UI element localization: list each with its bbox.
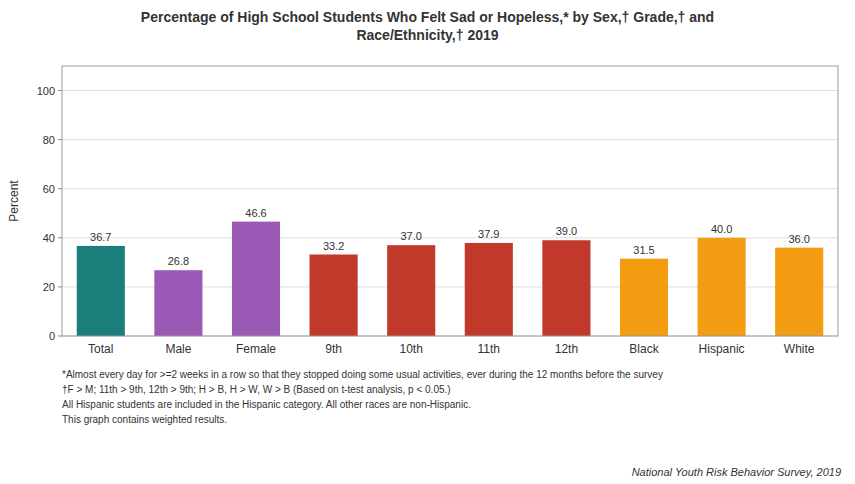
data-label: 31.5 [633, 244, 654, 256]
y-tick-label: 60 [43, 183, 55, 195]
chart: Percentage of High School Students Who F… [0, 0, 855, 484]
title-line: Race/Ethnicity,† 2019 [356, 27, 498, 43]
y-tick-label: 100 [37, 85, 55, 97]
y-tick-label: 0 [49, 330, 55, 342]
x-tick-label: Black [629, 342, 659, 356]
x-tick-label: 9th [325, 342, 342, 356]
y-tick [58, 237, 62, 238]
grid-line [62, 90, 838, 91]
x-tick-label: Total [88, 342, 113, 356]
x-tick-label: 12th [555, 342, 578, 356]
plot-frame [62, 66, 838, 336]
data-label: 40.0 [711, 223, 732, 235]
x-tick-label: 11th [478, 342, 500, 356]
grid [62, 91, 838, 336]
title: Percentage of High School Students Who F… [141, 9, 714, 43]
footnote: *Almost every day for >=2 weeks in a row… [62, 369, 663, 380]
footnote: This graph contains weighted results. [62, 414, 227, 425]
footnote: †F > M; 11th > 9th, 12th > 9th; H > B, H… [62, 384, 451, 395]
grid-line [62, 139, 838, 140]
footnote: All Hispanic students are included in th… [62, 399, 471, 410]
y-axis-label: Percent [7, 180, 21, 222]
y-tick [58, 139, 62, 140]
x-tick-label: 10th [400, 342, 423, 356]
y-tick [58, 286, 62, 287]
y-tick-label: 20 [43, 281, 55, 293]
data-label: 36.7 [90, 231, 111, 243]
y-tick [58, 188, 62, 189]
bar [387, 245, 435, 336]
bar [465, 243, 513, 336]
x-tick-label: White [784, 342, 815, 356]
bar [154, 270, 202, 336]
data-label: 33.2 [323, 240, 344, 252]
bars [77, 222, 824, 336]
bar [232, 222, 280, 336]
x-tick-label: Female [236, 342, 276, 356]
data-label: 26.8 [168, 255, 189, 267]
y-tick-label: 80 [43, 134, 55, 146]
bar [77, 246, 125, 336]
title-line: Percentage of High School Students Who F… [141, 9, 714, 25]
x-tick-label: Male [165, 342, 191, 356]
data-label: 37.9 [478, 228, 499, 240]
y-tick-label: 40 [43, 232, 55, 244]
x-tick-label: Hispanic [699, 342, 745, 356]
bar [698, 238, 746, 336]
data-label: 46.6 [245, 207, 266, 219]
bar [775, 248, 823, 336]
grid-line [62, 188, 838, 189]
bar [542, 240, 590, 336]
data-label: 37.0 [400, 230, 421, 242]
y-tick [58, 90, 62, 91]
y-tick [58, 336, 62, 337]
bar [620, 259, 668, 336]
bar [310, 255, 358, 336]
data-label: 36.0 [788, 233, 809, 245]
data-label: 39.0 [556, 225, 577, 237]
source: National Youth Risk Behavior Survey, 201… [632, 466, 841, 478]
